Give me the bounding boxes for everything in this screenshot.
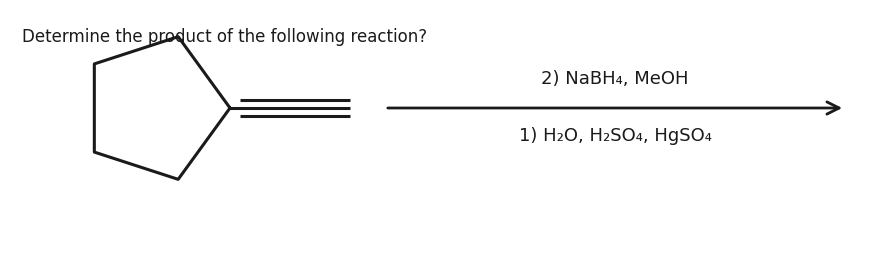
Text: 1) H₂O, H₂SO₄, HgSO₄: 1) H₂O, H₂SO₄, HgSO₄ [519, 127, 711, 145]
Text: Determine the product of the following reaction?: Determine the product of the following r… [22, 28, 427, 46]
Text: 2) NaBH₄, MeOH: 2) NaBH₄, MeOH [541, 70, 689, 88]
